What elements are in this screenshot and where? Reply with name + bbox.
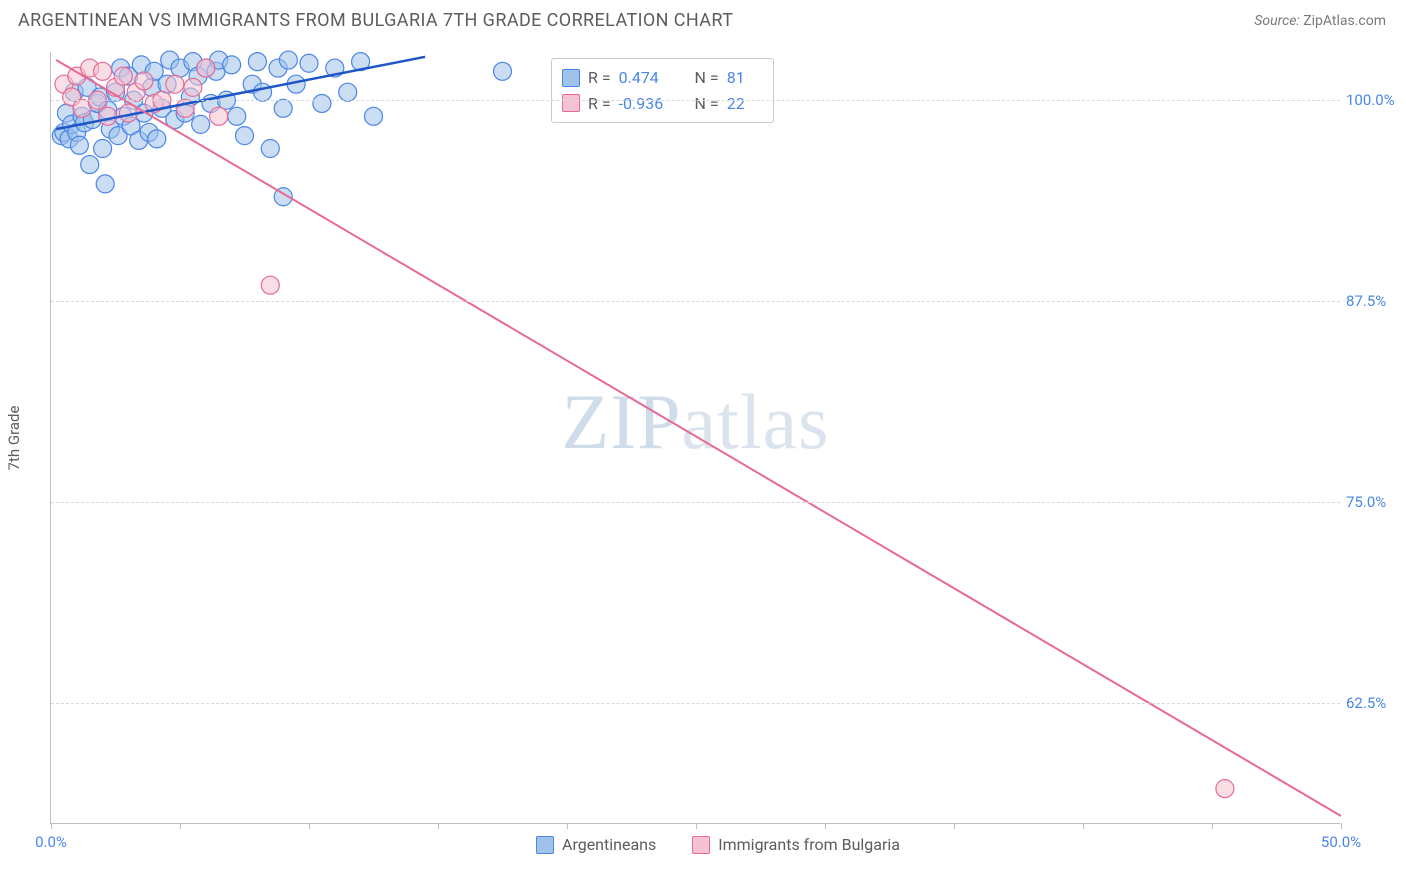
data-point — [365, 107, 383, 125]
legend-label: Immigrants from Bulgaria — [718, 835, 900, 854]
legend-swatch — [692, 836, 710, 854]
data-point — [254, 83, 272, 101]
data-point — [96, 175, 114, 193]
gridline-h — [51, 502, 1340, 503]
x-tick — [180, 823, 181, 829]
data-point — [135, 72, 153, 90]
bottom-legend: Argentineans Immigrants from Bulgaria — [50, 835, 1386, 854]
data-point — [1216, 780, 1234, 798]
data-point — [274, 99, 292, 117]
stat-n-label: N = — [687, 65, 719, 91]
data-point — [313, 94, 331, 112]
gridline-h — [51, 100, 1340, 101]
chart-title: ARGENTINEAN VS IMMIGRANTS FROM BULGARIA … — [18, 10, 733, 31]
y-tick-label: 100.0% — [1346, 91, 1402, 109]
y-tick-label: 62.5% — [1346, 694, 1402, 712]
source-attribution: Source: ZipAtlas.com — [1254, 13, 1386, 29]
data-point — [228, 107, 246, 125]
stat-n-value: 81 — [727, 65, 745, 91]
x-tick — [438, 823, 439, 829]
data-point — [114, 67, 132, 85]
x-tick — [1212, 823, 1213, 829]
data-point — [81, 156, 99, 174]
stat-r-label: R = — [588, 91, 611, 117]
data-point — [300, 54, 318, 72]
data-point — [148, 130, 166, 148]
y-tick-label: 75.0% — [1346, 493, 1402, 511]
stat-r-value: -0.936 — [619, 91, 679, 117]
legend-stats-row: R = 0.474 N = 81 — [562, 65, 745, 91]
x-tick — [825, 823, 826, 829]
gridline-h — [51, 703, 1340, 704]
legend-swatch — [562, 69, 580, 87]
chart-header: ARGENTINEAN VS IMMIGRANTS FROM BULGARIA … — [0, 0, 1406, 37]
legend-item: Immigrants from Bulgaria — [692, 835, 900, 854]
plot-area: ZIPatlas R = 0.474 N = 81R = -0.936 N = … — [50, 52, 1340, 824]
data-point — [184, 78, 202, 96]
data-point — [94, 140, 112, 158]
stat-n-value: 22 — [727, 91, 745, 117]
legend-swatch — [562, 94, 580, 112]
x-tick — [51, 823, 52, 829]
plot-container: ZIPatlas R = 0.474 N = 81R = -0.936 N = … — [50, 52, 1386, 824]
y-tick-label: 87.5% — [1346, 292, 1402, 310]
stat-r-label: R = — [588, 65, 611, 91]
x-tick — [1341, 823, 1342, 829]
source-name: ZipAtlas.com — [1303, 13, 1386, 29]
data-point — [210, 107, 228, 125]
x-tick — [954, 823, 955, 829]
data-point — [197, 59, 215, 77]
data-point — [248, 53, 266, 71]
legend-stats-box: R = 0.474 N = 81R = -0.936 N = 22 — [551, 58, 774, 123]
data-point — [223, 56, 241, 74]
data-point — [70, 136, 88, 154]
data-point — [99, 107, 117, 125]
x-tick — [567, 823, 568, 829]
data-point — [261, 140, 279, 158]
chart-svg — [51, 52, 1341, 824]
data-point — [494, 62, 512, 80]
y-axis-title: 7th Grade — [5, 406, 23, 471]
data-point — [94, 62, 112, 80]
stat-r-value: 0.474 — [619, 65, 679, 91]
x-tick — [309, 823, 310, 829]
legend-label: Argentineans — [562, 835, 656, 854]
data-point — [339, 83, 357, 101]
source-prefix: Source: — [1254, 13, 1303, 29]
x-tick — [1083, 823, 1084, 829]
gridline-h — [51, 301, 1340, 302]
x-tick — [696, 823, 697, 829]
stat-n-label: N = — [687, 91, 719, 117]
legend-stats-row: R = -0.936 N = 22 — [562, 91, 745, 117]
data-point — [261, 276, 279, 294]
data-point — [236, 127, 254, 145]
legend-swatch — [536, 836, 554, 854]
data-point — [166, 75, 184, 93]
data-point — [279, 51, 297, 69]
legend-item: Argentineans — [536, 835, 656, 854]
data-point — [192, 115, 210, 133]
